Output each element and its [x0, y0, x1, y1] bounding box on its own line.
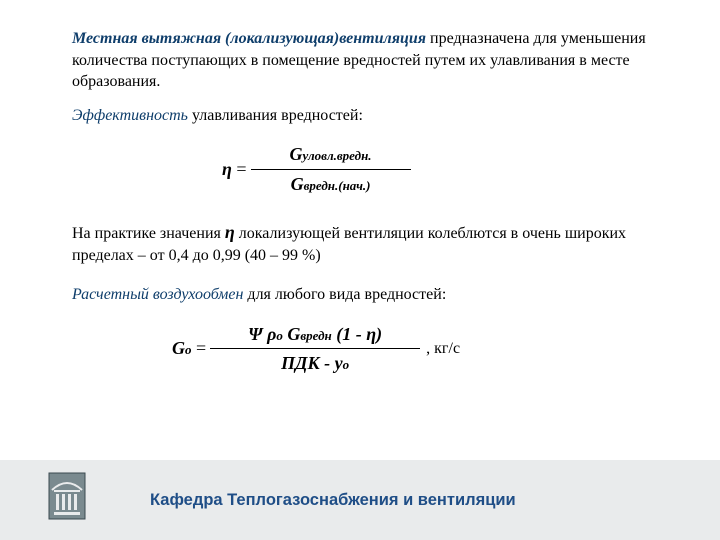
formula-go-num: Ψ ρо Gвредн (1 - η) — [242, 320, 388, 348]
lhs-eq: = — [192, 338, 207, 358]
formula-go: Gо = Ψ ρо Gвредн (1 - η) ПДК - уо , кг/с — [72, 320, 662, 378]
den-G: G — [291, 174, 304, 194]
num-rho: ρ — [263, 324, 277, 344]
practice-paragraph: На практике значения η локализующей вент… — [72, 220, 662, 266]
eta-symbol: η — [222, 159, 232, 179]
calc-line: Расчетный воздухообмен для любого вида в… — [72, 284, 662, 306]
num-close: ) — [376, 324, 382, 344]
calc-lead: Расчетный воздухообмен — [72, 286, 243, 303]
den-sub: вредн.(нач.) — [304, 178, 371, 193]
num-G2-sub: вредн — [300, 328, 331, 343]
formula-eta: η = Gуловл.вредн. Gвредн.(нач.) — [72, 140, 662, 198]
den-yo: о — [343, 357, 350, 372]
lhs-G: G — [172, 338, 185, 358]
den-pdk: ПДК - — [281, 353, 335, 373]
slide-page: Местная вытяжная (локализующая)вентиляци… — [0, 0, 720, 540]
efficiency-line: Эффективность улавливания вредностей: — [72, 105, 662, 127]
num-psi: Ψ — [248, 324, 262, 344]
formula-go-den: ПДК - уо — [275, 349, 355, 377]
calc-rest: для любого вида вредностей: — [243, 286, 446, 303]
footer-title: Кафедра Теплогазоснабжения и вентиляции — [150, 491, 516, 510]
intro-paragraph: Местная вытяжная (локализующая)вентиляци… — [72, 28, 662, 93]
practice-eta: η — [225, 222, 235, 242]
practice-pre: На практике значения — [72, 225, 225, 242]
content-area: Местная вытяжная (локализующая)вентиляци… — [72, 28, 662, 389]
formula-eta-lhs: η = — [222, 157, 251, 181]
eta-eq: = — [232, 159, 247, 179]
num-sub: уловл.вредн. — [303, 148, 372, 163]
formula-eta-fraction: Gуловл.вредн. Gвредн.(нач.) — [251, 140, 411, 198]
num-paren: (1 - — [332, 324, 367, 344]
intro-lead: Местная вытяжная (локализующая)вентиляци… — [72, 30, 426, 47]
formula-go-fraction: Ψ ρо Gвредн (1 - η) ПДК - уо — [210, 320, 420, 378]
formula-go-lhs: Gо = — [172, 336, 210, 360]
num-G: G — [290, 144, 303, 164]
num-G2: G — [283, 324, 301, 344]
den-y: у — [335, 353, 343, 373]
formula-eta-den: Gвредн.(нач.) — [285, 170, 377, 198]
num-eta: η — [366, 324, 376, 344]
formula-go-tail: , кг/с — [420, 338, 460, 360]
efficiency-rest: улавливания вредностей: — [188, 107, 363, 124]
department-logo-icon — [48, 472, 86, 520]
formula-eta-num: Gуловл.вредн. — [284, 140, 378, 168]
efficiency-lead: Эффективность — [72, 107, 188, 124]
